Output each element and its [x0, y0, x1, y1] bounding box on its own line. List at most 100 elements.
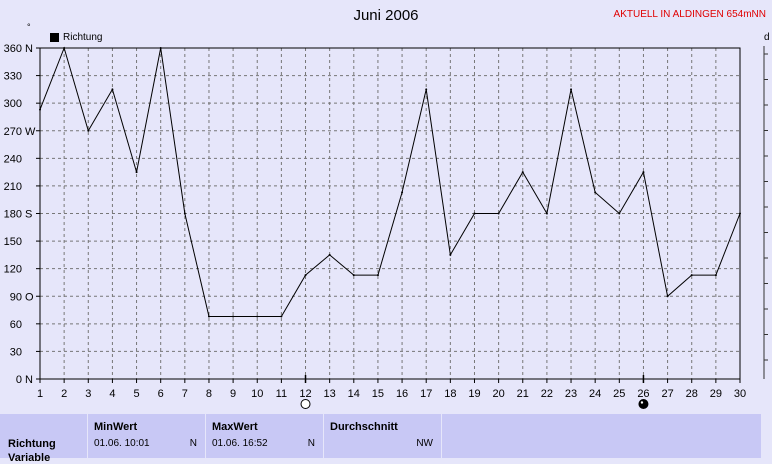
row-label-richtung: Richtung	[8, 438, 56, 450]
legend-swatch	[50, 33, 59, 42]
station-label: AKTUELL IN ALDINGEN 654mNN	[613, 9, 766, 20]
row-label-cell: Richtung Variable	[0, 414, 88, 464]
x-tick-label: 22	[541, 388, 553, 400]
data-point	[739, 212, 741, 215]
x-tick-label: 30	[734, 388, 746, 400]
x-tick-label: 3	[85, 388, 91, 400]
data-point	[304, 274, 307, 277]
x-tick-label: 17	[420, 388, 432, 400]
data-point	[376, 274, 379, 277]
data-point	[666, 295, 669, 298]
x-tick-label: 27	[661, 388, 673, 400]
x-tick-label: 10	[251, 388, 263, 400]
data-point	[425, 88, 428, 91]
x-tick-label: 11	[276, 388, 287, 400]
y-tick-label: 30	[10, 346, 22, 358]
x-tick-label: 19	[468, 388, 480, 400]
y-tick-label: 330	[4, 71, 22, 83]
y-tick-label: 240	[4, 153, 22, 165]
max-cell: MaxWert 01.06. 16:52 N	[206, 414, 324, 458]
y-tick-label: 150	[4, 236, 22, 248]
data-point	[642, 171, 645, 174]
max-date: 01.06. 16:52	[212, 438, 268, 449]
data-point	[449, 253, 452, 256]
right-axis-label: d	[764, 32, 770, 43]
x-tick-label: 29	[710, 388, 722, 400]
x-tick-label: 26	[637, 388, 649, 400]
data-point	[594, 191, 597, 194]
full-moon-icon	[300, 399, 311, 409]
y-tick-label: 90	[10, 291, 22, 303]
max-value: N	[307, 438, 315, 449]
new-moon-highlight	[640, 401, 644, 404]
legend: Richtung	[50, 32, 102, 43]
data-point	[39, 108, 41, 111]
x-tick-label: 13	[324, 388, 336, 400]
x-tick-label: 5	[133, 388, 139, 400]
data-point	[232, 315, 235, 318]
min-value: N	[189, 438, 197, 449]
data-point	[183, 212, 186, 215]
data-point	[497, 212, 500, 215]
y-tick-direction: N	[25, 43, 33, 55]
data-point	[111, 88, 114, 91]
data-point	[401, 191, 404, 194]
x-tick-label: 16	[396, 388, 408, 400]
data-point	[256, 315, 259, 318]
y-tick-direction: W	[25, 126, 36, 138]
y-tick-label: 60	[10, 319, 22, 331]
data-point	[473, 212, 476, 215]
y-tick-direction: S	[25, 209, 32, 221]
y-tick-direction: N	[25, 374, 33, 386]
summary-table: Richtung Variable MinWert 01.06. 10:01 N…	[0, 414, 772, 464]
data-point	[352, 274, 355, 277]
data-point	[280, 315, 283, 318]
data-point	[207, 315, 210, 318]
x-tick-label: 14	[348, 388, 360, 400]
data-point	[545, 212, 548, 215]
y-tick-label: 360	[4, 43, 22, 55]
y-tick-label: 270	[4, 126, 22, 138]
new-moon-icon	[638, 399, 649, 409]
min-date: 01.06. 10:01	[94, 438, 150, 449]
min-cell: MinWert 01.06. 10:01 N	[88, 414, 206, 458]
data-point	[714, 274, 717, 277]
x-tick-label: 21	[517, 388, 529, 400]
x-tick-label: 2	[61, 388, 67, 400]
max-header: MaxWert	[212, 421, 258, 433]
data-point	[63, 47, 66, 49]
data-point	[690, 274, 693, 277]
y-unit-symbol: °	[27, 22, 31, 32]
row-label-next: Variable	[8, 452, 51, 464]
data-point	[618, 212, 621, 215]
chart-title: Juni 2006	[353, 7, 419, 24]
data-point	[135, 171, 138, 174]
data-point	[570, 88, 573, 91]
x-tick-label: 25	[613, 388, 625, 400]
x-tick-label: 7	[182, 388, 188, 400]
data-point	[328, 253, 331, 256]
x-tick-label: 12	[299, 388, 311, 400]
data-point	[87, 129, 90, 132]
x-tick-label: 15	[372, 388, 384, 400]
min-header: MinWert	[94, 421, 138, 433]
y-tick-label: 0	[16, 374, 22, 386]
x-tick-label: 1	[37, 388, 43, 400]
avg-value: NW	[416, 438, 433, 449]
x-tick-label: 8	[206, 388, 212, 400]
x-tick-label: 23	[565, 388, 577, 400]
x-tick-label: 24	[589, 388, 601, 400]
avg-header: Durchschnitt	[330, 421, 398, 433]
avg-cell: Durchschnitt NW	[324, 414, 442, 458]
empty-cell	[442, 414, 762, 458]
x-tick-label: 4	[109, 388, 115, 400]
x-tick-label: 20	[492, 388, 504, 400]
y-tick-label: 210	[4, 181, 22, 193]
legend-label: Richtung	[63, 32, 103, 43]
data-point	[159, 47, 162, 49]
x-tick-label: 18	[444, 388, 456, 400]
x-tick-label: 6	[158, 388, 164, 400]
x-tick-label: 28	[686, 388, 698, 400]
y-tick-label: 300	[4, 98, 22, 110]
